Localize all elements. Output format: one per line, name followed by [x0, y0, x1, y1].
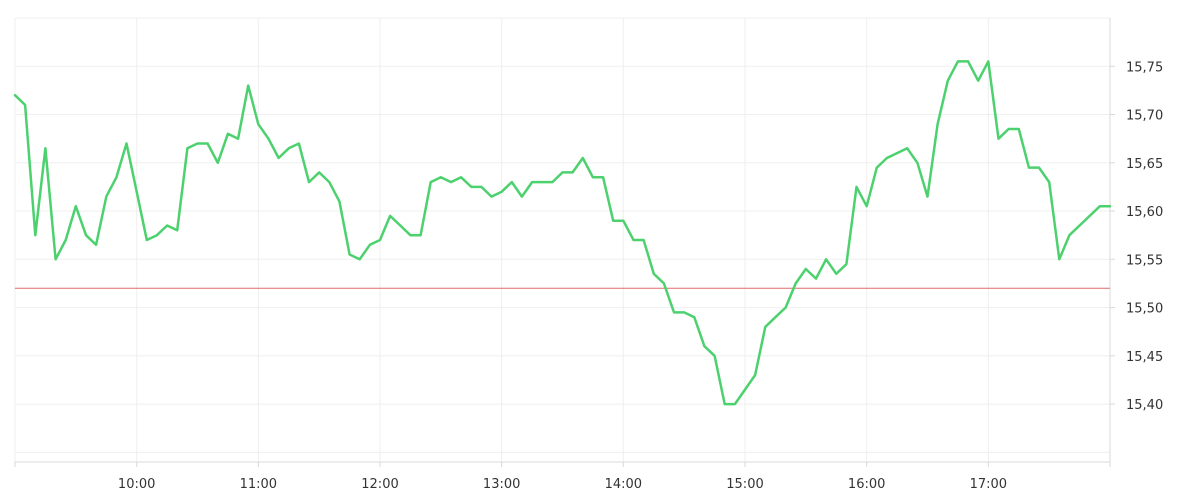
- x-tick-label: 10:00: [118, 477, 155, 492]
- y-tick-label: 15,75: [1126, 60, 1163, 75]
- y-tick-label: 15,50: [1126, 302, 1163, 317]
- series-layer: [13, 60, 1112, 406]
- price-series-line: [13, 60, 1112, 406]
- x-tick-label: 13:00: [483, 477, 520, 492]
- y-tick-label: 15,60: [1126, 205, 1163, 220]
- y-axis-ticks: 15,40 15,45 15,50 15,55 15,60 15,65 15,70 15,75: [1110, 60, 1163, 413]
- x-tick-label: 12:00: [361, 477, 398, 492]
- y-tick-label: 15,70: [1126, 109, 1163, 124]
- x-tick-label: 15:00: [726, 477, 763, 492]
- y-tick-label: 15,45: [1126, 350, 1163, 365]
- x-tick-label: 11:00: [240, 477, 277, 492]
- x-tick-label: 14:00: [605, 477, 642, 492]
- x-tick-label: 17:00: [970, 477, 1007, 492]
- y-tick-label: 15,40: [1126, 398, 1163, 413]
- x-tick-label: 16:00: [848, 477, 885, 492]
- y-tick-label: 15,65: [1126, 157, 1163, 172]
- y-tick-label: 15,55: [1126, 253, 1163, 268]
- x-axis-ticks: 10:00 11:00 12:00 13:00 14:00 15:00 16:00 17:00: [14, 462, 1111, 492]
